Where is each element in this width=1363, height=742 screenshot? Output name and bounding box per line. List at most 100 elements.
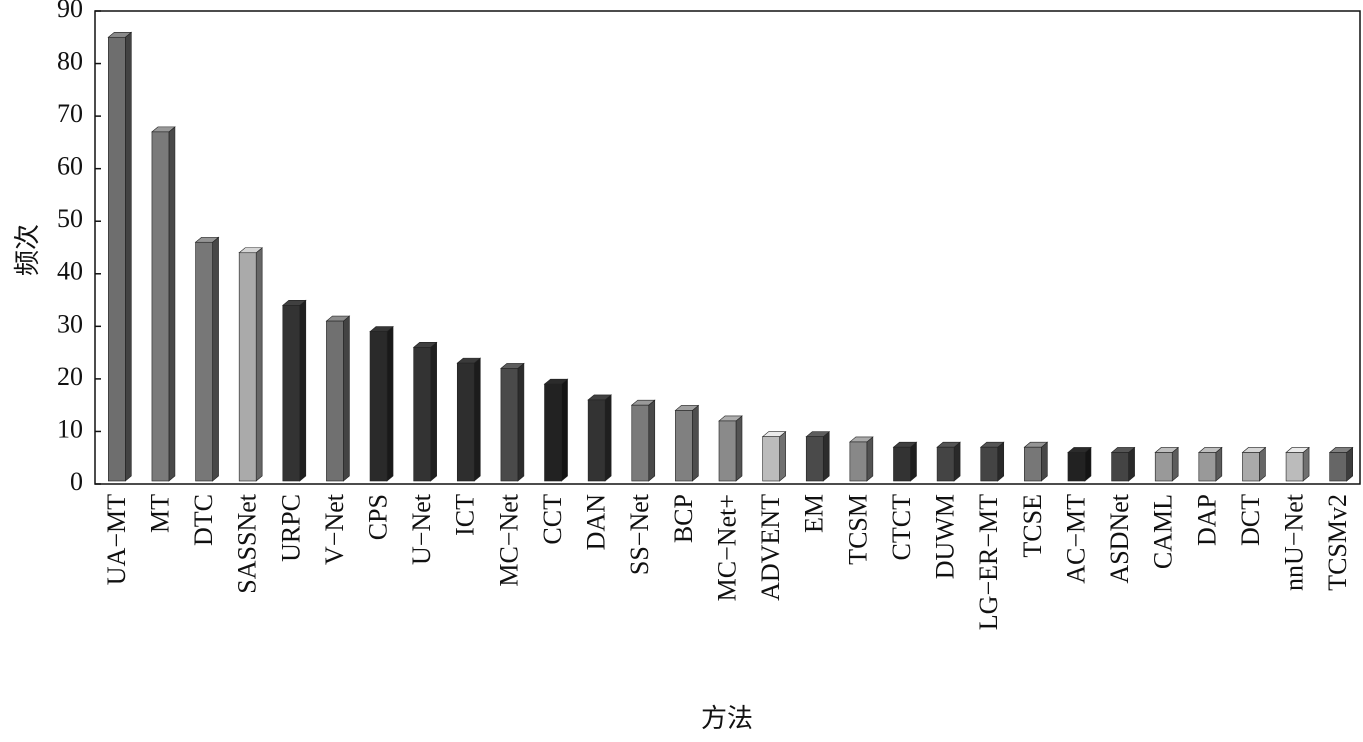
- bar-side: [473, 357, 481, 482]
- bar: [544, 383, 562, 482]
- bar: [893, 446, 911, 482]
- y-tick-label: 90: [57, 0, 83, 23]
- bar-side: [604, 394, 612, 482]
- x-tick-label: TCSMv2: [1323, 494, 1352, 591]
- bar-side: [1171, 446, 1179, 482]
- bar-side: [517, 362, 525, 482]
- y-tick-label: 0: [70, 467, 83, 496]
- x-tick-label: CAML: [1149, 494, 1178, 569]
- bar-side: [168, 126, 176, 482]
- bar-side: [1084, 446, 1092, 482]
- bar: [1024, 446, 1042, 482]
- x-tick-label: DUWM: [931, 494, 960, 579]
- bar-side: [822, 431, 830, 482]
- bar-side: [386, 325, 394, 482]
- bar-side: [997, 441, 1005, 482]
- bar-side: [735, 415, 743, 482]
- bar-side: [299, 299, 307, 482]
- x-axis-title: 方法: [701, 704, 753, 733]
- x-tick-label: UA−MT: [102, 494, 131, 585]
- bar-side: [125, 31, 132, 482]
- x-tick-label: DTC: [189, 494, 218, 546]
- bar: [151, 131, 170, 482]
- bar-side: [212, 236, 219, 482]
- bar: [1285, 452, 1304, 482]
- x-tick-label: LG−ER−MT: [974, 494, 1003, 630]
- bar-side: [1215, 446, 1223, 482]
- x-tick-label: MC−Net+: [712, 494, 741, 601]
- x-tick-label: DAN: [582, 494, 611, 551]
- x-tick-label: ASDNet: [1105, 493, 1134, 583]
- x-tick-label: TCSE: [1018, 494, 1047, 558]
- x-tick-label: SASSNet: [233, 493, 262, 593]
- y-tick-label: 50: [57, 204, 83, 233]
- x-tick-label: MT: [145, 494, 174, 533]
- x-tick-label: ADVENT: [756, 494, 785, 601]
- bar: [238, 252, 257, 482]
- x-tick-label: CPS: [364, 494, 393, 540]
- bar: [805, 436, 824, 482]
- bar-side: [866, 436, 874, 482]
- y-tick-label: 10: [57, 414, 83, 443]
- x-tick-label: CTCT: [887, 494, 916, 561]
- bar: [413, 347, 431, 482]
- x-tick-label: U−Net: [407, 493, 436, 565]
- bar-side: [953, 441, 961, 482]
- bar: [1154, 452, 1173, 482]
- x-tick-label: nnU−Net: [1280, 493, 1309, 591]
- bar: [1242, 452, 1260, 482]
- x-tick-label: MC−Net: [494, 493, 523, 586]
- bar: [369, 331, 388, 482]
- y-tick-label: 80: [57, 47, 83, 76]
- bar-side: [561, 378, 568, 482]
- y-tick-label: 20: [57, 362, 83, 391]
- y-axis-title: 频次: [13, 224, 42, 276]
- x-tick-label: AC−MT: [1061, 494, 1090, 584]
- bar: [1111, 452, 1129, 482]
- bar: [1329, 452, 1347, 482]
- plot-frame: [94, 10, 1361, 485]
- bar: [631, 404, 650, 482]
- bar: [762, 436, 780, 482]
- bar-side: [1302, 446, 1310, 482]
- bar-side: [1346, 446, 1353, 482]
- bar-side: [1128, 446, 1135, 482]
- bar-side: [692, 404, 699, 482]
- bar-side: [910, 441, 917, 482]
- x-tick-label: CCT: [538, 494, 567, 545]
- x-tick-label: EM: [800, 494, 829, 533]
- bar-side: [430, 341, 437, 482]
- y-tick-label: 60: [57, 152, 83, 181]
- bar: [1198, 452, 1217, 482]
- bar-side: [255, 247, 263, 482]
- x-tick-label: DCT: [1236, 494, 1265, 546]
- bar: [456, 362, 475, 482]
- bar: [718, 420, 737, 482]
- bar: [326, 320, 344, 482]
- bar-side: [1041, 441, 1048, 482]
- x-tick-label: ICT: [451, 494, 480, 536]
- bar: [1067, 452, 1086, 482]
- bar: [980, 446, 999, 482]
- x-tick-label: V−Net: [320, 493, 349, 565]
- bar-side: [1259, 446, 1266, 482]
- y-tick-label: 70: [57, 99, 83, 128]
- bar-side: [343, 315, 350, 482]
- bar: [108, 36, 126, 482]
- x-tick-label: URPC: [276, 494, 305, 562]
- bar: [500, 368, 519, 482]
- y-tick-label: 30: [57, 309, 83, 338]
- y-tick-label: 40: [57, 257, 83, 286]
- bar: [195, 241, 213, 482]
- bar: [849, 441, 868, 482]
- bar: [675, 410, 693, 482]
- x-tick-label: SS−Net: [625, 493, 654, 575]
- bar-side: [648, 399, 656, 482]
- bar: [587, 399, 606, 482]
- x-tick-label: TCSM: [843, 494, 872, 565]
- bar: [282, 305, 301, 482]
- bar-side: [779, 431, 786, 482]
- bar: [936, 446, 955, 482]
- x-tick-label: BCP: [669, 494, 698, 543]
